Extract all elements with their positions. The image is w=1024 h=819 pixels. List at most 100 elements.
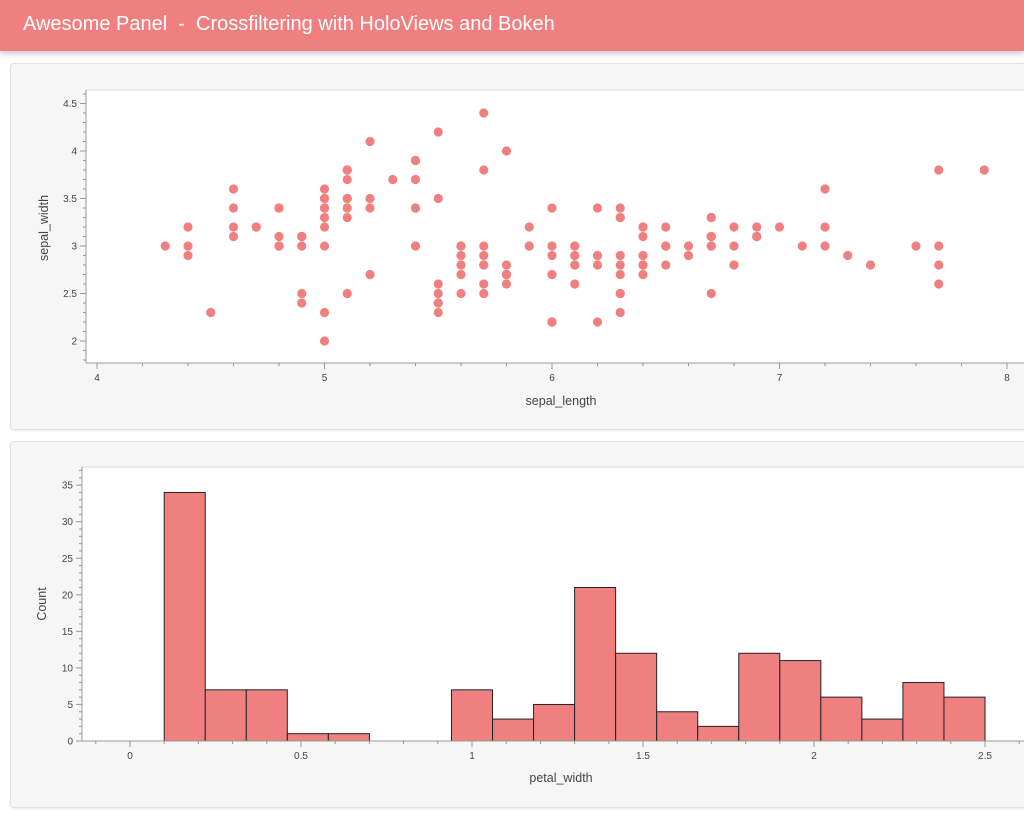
scatter-point[interactable] (319, 307, 330, 318)
scatter-point[interactable] (752, 231, 762, 242)
scatter-point[interactable] (456, 250, 466, 261)
scatter-point[interactable] (456, 288, 466, 299)
scatter-point[interactable] (228, 222, 239, 232)
histogram-bar[interactable] (861, 718, 904, 742)
scatter-point[interactable] (638, 260, 648, 270)
scatter-point[interactable] (456, 260, 466, 270)
scatter-point[interactable] (570, 241, 580, 251)
scatter-point[interactable] (228, 184, 239, 194)
scatter-point[interactable] (547, 241, 557, 251)
scatter-point[interactable] (547, 269, 557, 280)
scatter-point[interactable] (297, 231, 307, 242)
scatter-point[interactable] (183, 250, 193, 261)
scatter-point[interactable] (479, 260, 489, 270)
scatter-point[interactable] (661, 222, 671, 232)
scatter-point[interactable] (160, 241, 170, 251)
scatter-point[interactable] (797, 241, 807, 251)
scatter-point[interactable] (479, 165, 489, 175)
scatter-point[interactable] (274, 231, 284, 242)
scatter-point[interactable] (479, 108, 489, 118)
histogram-bar[interactable] (245, 689, 288, 742)
scatter-point[interactable] (661, 241, 671, 251)
scatter-point[interactable] (297, 241, 307, 251)
scatter-point[interactable] (706, 288, 716, 299)
scatter-point[interactable] (433, 298, 443, 308)
histogram-bar[interactable] (533, 703, 576, 742)
scatter-point[interactable] (615, 250, 625, 261)
scatter-point[interactable] (433, 307, 443, 318)
scatter-point[interactable] (638, 222, 648, 232)
histogram-bar[interactable] (574, 586, 617, 742)
scatter-point[interactable] (706, 212, 716, 223)
histogram-bar[interactable] (697, 725, 740, 742)
scatter-point[interactable] (501, 279, 512, 289)
scatter-point[interactable] (365, 136, 375, 147)
scatter-point[interactable] (365, 203, 375, 213)
scatter-point[interactable] (319, 184, 330, 194)
scatter-point[interactable] (524, 222, 534, 232)
scatter-point[interactable] (729, 260, 739, 270)
scatter-point[interactable] (274, 241, 284, 251)
histogram-bar[interactable] (943, 696, 986, 742)
scatter-point[interactable] (410, 203, 421, 213)
scatter-point[interactable] (547, 317, 557, 327)
scatter-point[interactable] (365, 269, 375, 280)
scatter-point[interactable] (979, 165, 989, 175)
histogram-bar[interactable] (450, 689, 494, 742)
histogram-bar[interactable] (204, 689, 247, 742)
scatter-point[interactable] (615, 288, 625, 299)
scatter-point[interactable] (433, 127, 443, 137)
scatter-point[interactable] (638, 250, 648, 261)
scatter-point[interactable] (729, 222, 739, 232)
scatter-point[interactable] (342, 212, 352, 223)
histogram-bar[interactable] (286, 733, 329, 742)
scatter-point[interactable] (342, 203, 352, 213)
scatter-point[interactable] (843, 250, 853, 261)
scatter-point[interactable] (934, 241, 944, 251)
scatter-point[interactable] (297, 288, 307, 299)
scatter-point[interactable] (342, 288, 352, 299)
scatter-point[interactable] (615, 260, 625, 270)
scatter-point[interactable] (820, 222, 830, 232)
scatter-point[interactable] (319, 241, 330, 251)
histogram-bar[interactable] (738, 652, 781, 742)
scatter-point[interactable] (342, 165, 352, 175)
scatter-point[interactable] (319, 203, 330, 213)
scatter-point[interactable] (342, 174, 352, 185)
scatter-point[interactable] (433, 193, 443, 204)
scatter-point[interactable] (228, 231, 239, 242)
scatter-point[interactable] (297, 298, 307, 308)
scatter-point[interactable] (729, 241, 739, 251)
scatter-point[interactable] (615, 307, 625, 318)
scatter-point[interactable] (433, 279, 443, 289)
histogram-bar[interactable] (327, 733, 370, 742)
scatter-point[interactable] (911, 241, 921, 251)
scatter-point[interactable] (547, 203, 557, 213)
scatter-point[interactable] (251, 222, 261, 232)
scatter-point[interactable] (752, 222, 762, 232)
scatter-point[interactable] (228, 203, 239, 213)
scatter-point[interactable] (183, 222, 193, 232)
scatter-point[interactable] (456, 241, 466, 251)
scatter-point[interactable] (683, 250, 694, 261)
scatter-point[interactable] (570, 250, 580, 261)
scatter-point[interactable] (183, 241, 193, 251)
histogram-bar[interactable] (656, 711, 699, 742)
scatter-point[interactable] (456, 269, 466, 280)
scatter-point[interactable] (410, 155, 421, 166)
scatter-point[interactable] (615, 212, 625, 223)
scatter-point[interactable] (592, 203, 603, 213)
histogram-bar[interactable] (163, 491, 206, 742)
scatter-point[interactable] (592, 317, 603, 327)
scatter-point[interactable] (410, 241, 421, 251)
scatter-point[interactable] (774, 222, 785, 232)
scatter-point[interactable] (570, 260, 580, 270)
scatter-point[interactable] (524, 241, 534, 251)
scatter-point[interactable] (388, 174, 398, 185)
scatter-point[interactable] (934, 165, 944, 175)
scatter-point[interactable] (638, 269, 648, 280)
scatter-point[interactable] (319, 336, 330, 346)
scatter-point[interactable] (661, 260, 671, 270)
histogram-bar[interactable] (492, 718, 535, 742)
scatter-point[interactable] (501, 269, 512, 280)
